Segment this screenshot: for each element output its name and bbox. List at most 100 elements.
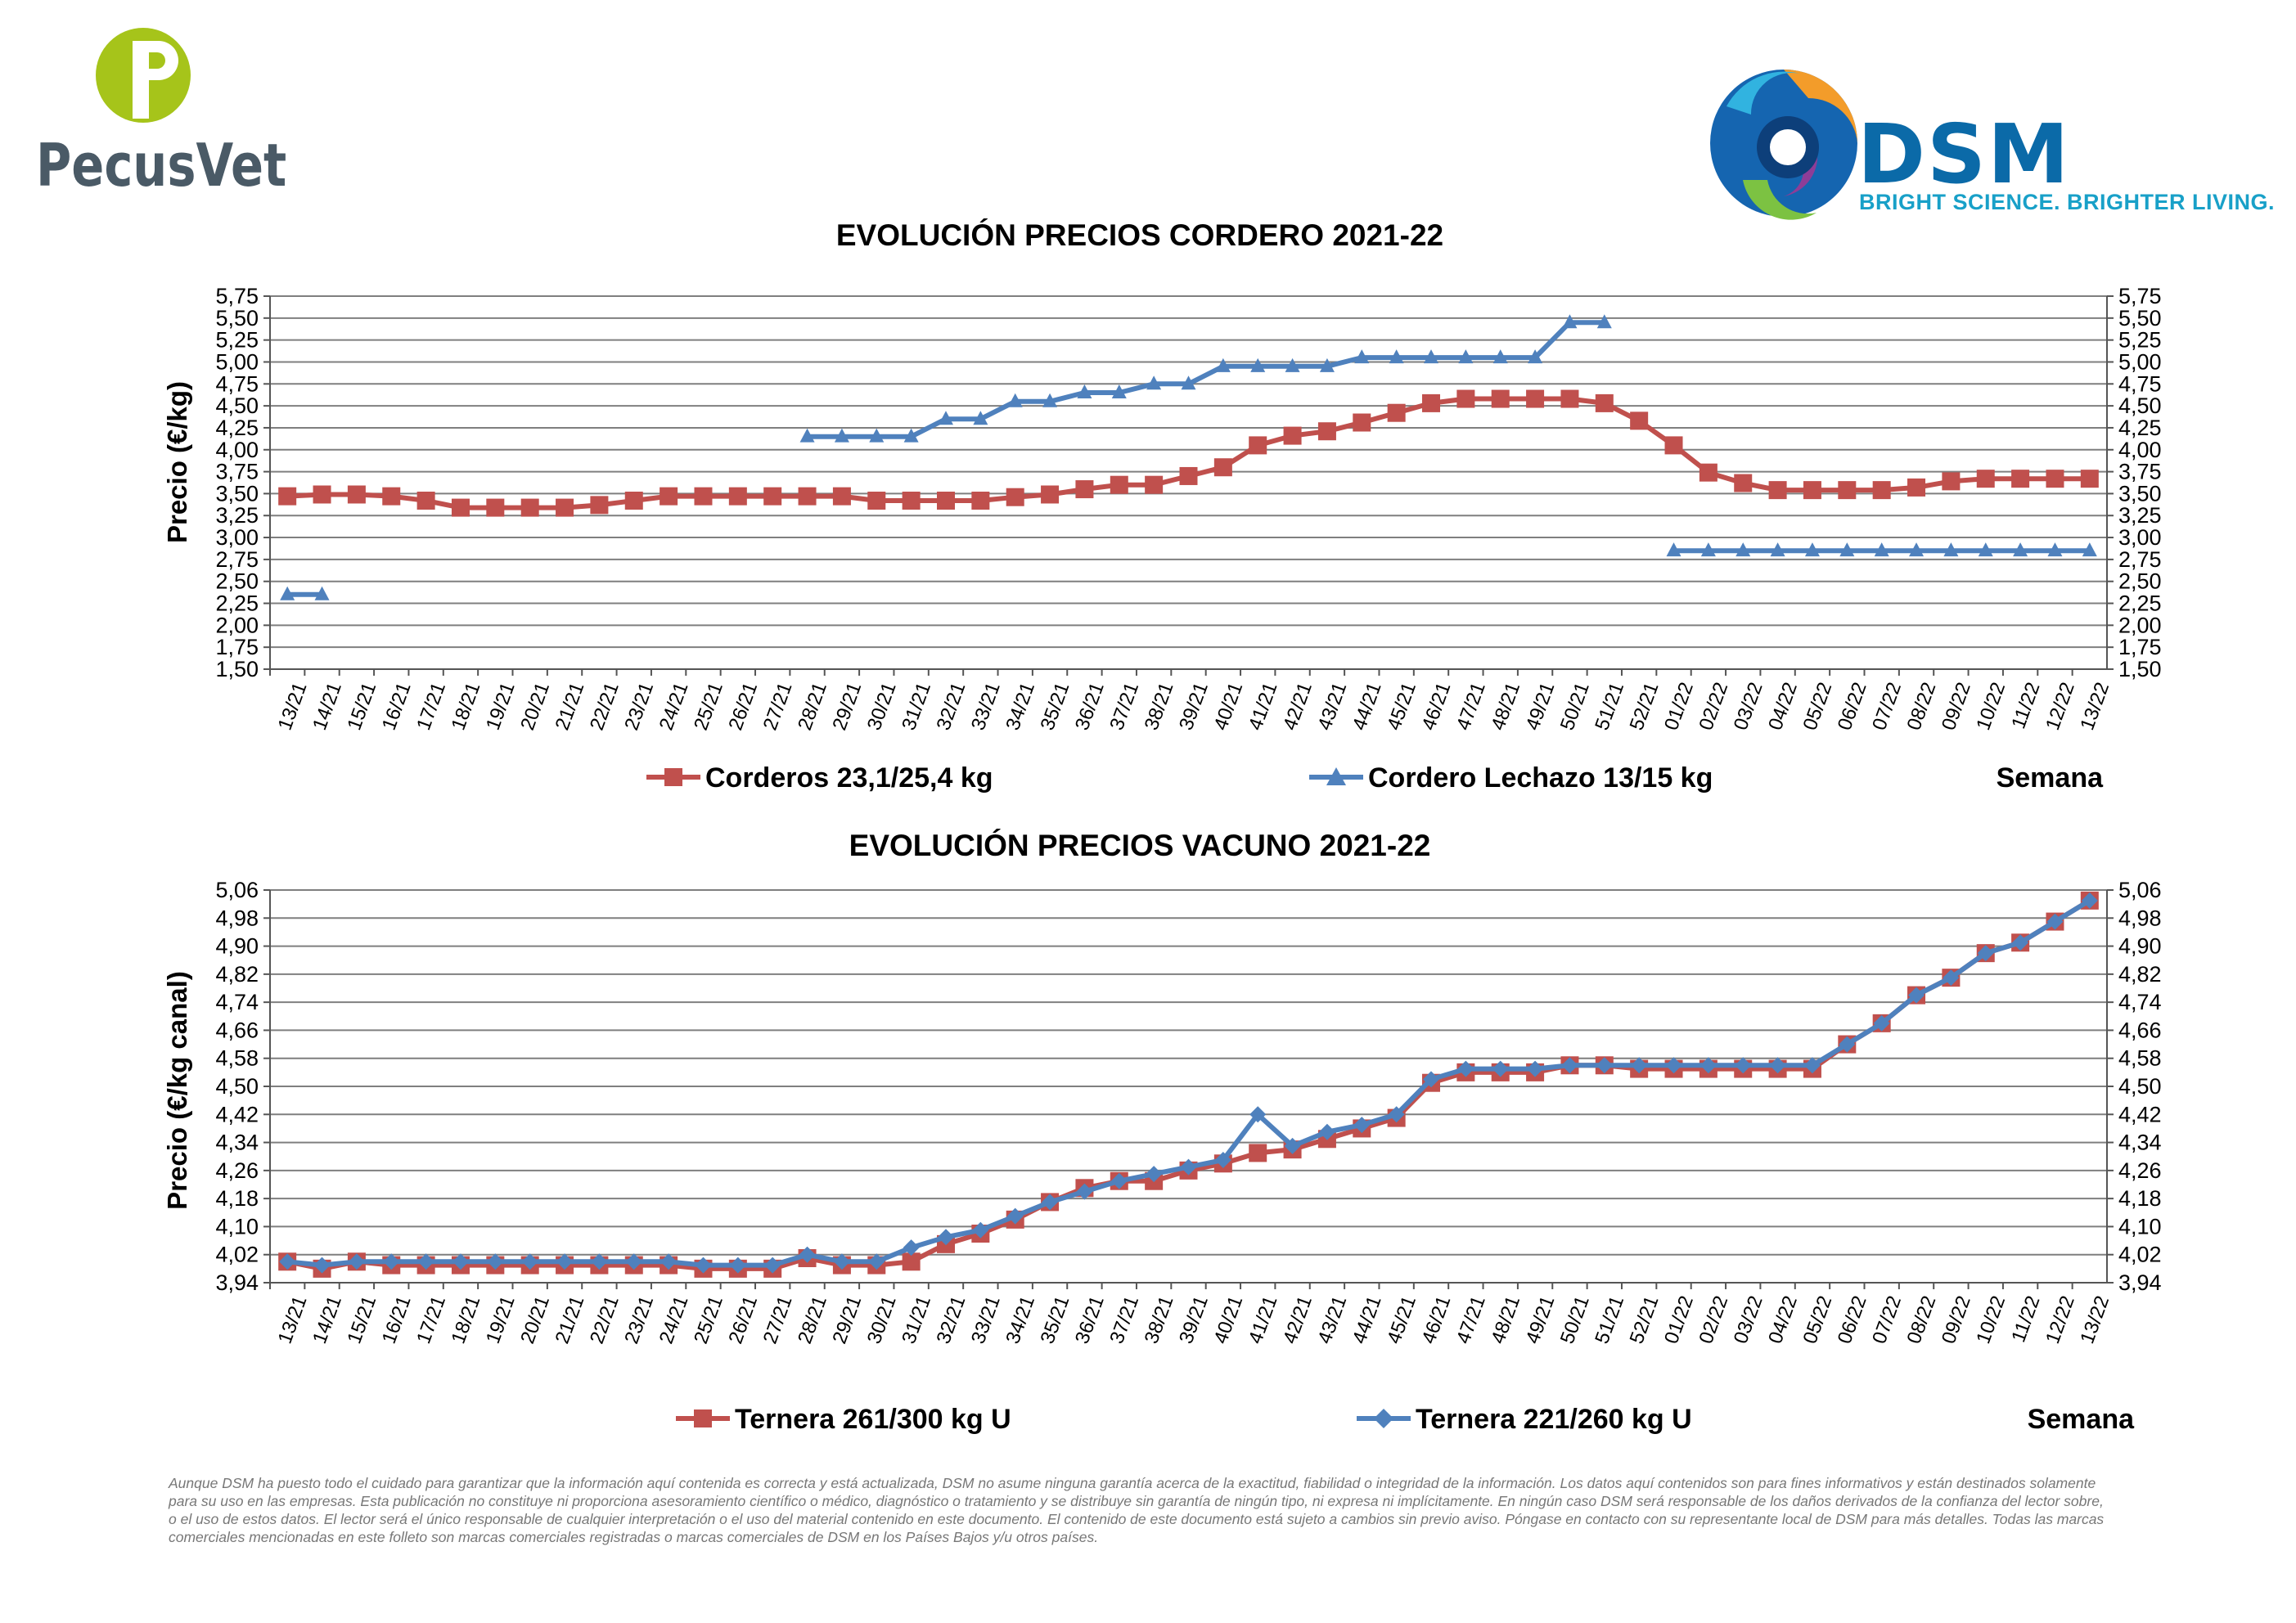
y-tick-label-left: 3,25 (215, 503, 259, 528)
data-point-diamond (1943, 969, 1960, 987)
y-tick-label-left: 4,75 (215, 371, 259, 396)
x-tick-label: 39/21 (1175, 1293, 1213, 1347)
data-point-square (1872, 481, 1891, 500)
x-tick-label: 20/21 (516, 1293, 554, 1347)
x-tick-label: 01/22 (1660, 1293, 1698, 1347)
x-tick-label: 21/21 (551, 680, 589, 734)
data-point-diamond (279, 1253, 296, 1270)
data-point-diamond (625, 1253, 642, 1270)
x-tick-label: 48/21 (1487, 1293, 1524, 1347)
data-point-diamond (348, 1253, 365, 1270)
cordero-price-chart: EVOLUCIÓN PRECIOS CORDERO 2021-22 Precio… (162, 218, 2162, 794)
data-point-diamond (1249, 1106, 1267, 1123)
y-tick-label-right: 4,58 (2118, 1046, 2162, 1071)
y-tick-label-right: 2,75 (2118, 547, 2162, 572)
y-tick-label-right: 4,25 (2118, 416, 2162, 440)
data-point-triangle (973, 411, 988, 425)
x-tick-label: 35/21 (1037, 1293, 1074, 1347)
data-point-square (1213, 458, 1232, 477)
y-tick-label-right: 3,75 (2118, 460, 2162, 484)
data-point-diamond (1284, 1137, 1301, 1154)
y-tick-label-left: 4,74 (215, 990, 259, 1014)
x-tick-label: 02/22 (1695, 680, 1732, 734)
series-line (286, 898, 2091, 1268)
x-tick-label: 13/22 (2076, 1293, 2114, 1347)
dsm-swirl-logo (1710, 70, 1857, 220)
y-tick-label-left: 4,58 (215, 1046, 259, 1071)
y-tick-label-right: 4,02 (2118, 1243, 2162, 1267)
x-tick-label: 17/21 (412, 1293, 450, 1347)
y-tick-label-right: 4,34 (2118, 1131, 2162, 1155)
data-point-square (763, 487, 782, 506)
data-point-triangle (834, 428, 849, 443)
data-point-triangle (1354, 349, 1370, 364)
data-point-diamond (695, 1257, 712, 1274)
data-point-diamond (937, 1229, 954, 1246)
x-tick-label: 14/21 (308, 1293, 346, 1347)
x-tick-label: 28/21 (794, 1293, 831, 1347)
y-tick-label-right: 2,50 (2118, 569, 2162, 594)
x-tick-label: 18/21 (447, 680, 484, 734)
data-point-diamond (903, 1239, 920, 1257)
x-tick-label: 04/22 (1764, 1293, 1802, 1347)
data-point-diamond (521, 1253, 538, 1270)
x-tick-label: 36/21 (1071, 680, 1109, 734)
data-point-diamond (1318, 1123, 1335, 1140)
x-tick-label: 37/21 (1105, 1293, 1143, 1347)
y-tick-label-right: 5,00 (2118, 349, 2162, 374)
data-point-triangle (1215, 357, 1231, 372)
data-point-triangle (1804, 542, 1820, 557)
data-point-diamond (2081, 892, 2098, 909)
x-tick-label: 12/22 (2042, 1293, 2079, 1347)
y-tick-label-left: 4,98 (215, 906, 259, 930)
x-tick-label: 19/21 (482, 680, 520, 734)
x-tick-label: 46/21 (1418, 680, 1456, 734)
data-point-triangle (1285, 357, 1300, 372)
x-tick-label: 25/21 (690, 1293, 727, 1347)
y-tick-label-left: 1,75 (215, 635, 259, 659)
data-point-triangle (1736, 542, 1751, 557)
data-point-square (1110, 475, 1128, 494)
data-point-diamond (1596, 1057, 1613, 1074)
data-point-triangle (1111, 384, 1127, 399)
x-tick-label: 31/21 (898, 1293, 935, 1347)
y-tick-label-left: 4,90 (215, 934, 259, 959)
data-point-square (694, 487, 713, 506)
x-tick-label: 28/21 (794, 680, 831, 734)
x-tick-label: 12/22 (2042, 680, 2079, 734)
y-tick-label-left: 4,18 (215, 1186, 259, 1211)
x-tick-label: 40/21 (1209, 1293, 1247, 1347)
x-tick-label: 45/21 (1383, 1293, 1420, 1347)
x-tick-label: 13/21 (274, 1293, 312, 1347)
data-point-triangle (1874, 542, 1889, 557)
y-tick-label-right: 4,75 (2118, 371, 2162, 396)
data-point-square (1560, 389, 1579, 408)
x-tick-label: 01/22 (1660, 680, 1698, 734)
y-tick-label-right: 2,25 (2118, 591, 2162, 616)
pecusvet-logo (96, 28, 191, 123)
x-tick-label: 29/21 (828, 1293, 866, 1347)
data-point-triangle (1077, 384, 1092, 399)
data-point-triangle (1424, 349, 1439, 364)
data-point-square (1664, 436, 1683, 455)
data-point-triangle (1666, 542, 1681, 557)
data-point-square (347, 485, 366, 504)
y-tick-label-right: 4,74 (2118, 990, 2162, 1014)
data-point-diamond (729, 1257, 746, 1274)
data-point-diamond (383, 1253, 400, 1270)
data-point-diamond (1388, 1106, 1405, 1123)
data-point-square (867, 491, 886, 510)
y-tick-label-left: 4,25 (215, 416, 259, 440)
x-tick-label: 24/21 (655, 680, 693, 734)
x-tick-label: 30/21 (863, 1293, 901, 1347)
legend-label: Cordero Lechazo 13/15 kg (1368, 762, 1713, 794)
data-point-triangle (869, 428, 885, 443)
x-tick-label: 17/21 (412, 680, 450, 734)
x-tick-label: 52/21 (1626, 680, 1663, 734)
data-point-diamond (1180, 1158, 1197, 1176)
data-point-square (1942, 472, 1961, 491)
x-tick-label: 39/21 (1175, 680, 1213, 734)
data-point-diamond (1353, 1117, 1371, 1134)
data-point-square (1976, 470, 1995, 488)
x-tick-label: 48/21 (1487, 680, 1524, 734)
